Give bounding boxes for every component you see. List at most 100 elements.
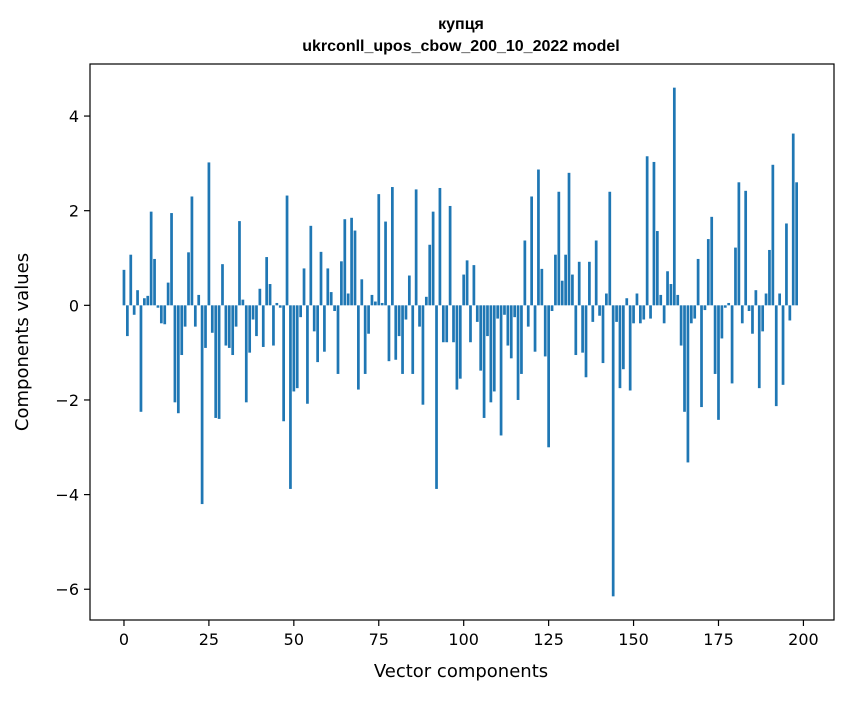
bar xyxy=(176,305,180,414)
bar xyxy=(652,161,656,306)
bar xyxy=(720,305,724,339)
bar xyxy=(367,305,370,334)
bar xyxy=(153,258,156,306)
bar xyxy=(520,305,523,374)
bar xyxy=(761,305,765,332)
bar xyxy=(537,169,540,306)
bar xyxy=(204,305,207,348)
bar xyxy=(207,162,211,306)
bar xyxy=(567,172,571,306)
bar xyxy=(122,269,126,306)
bar xyxy=(625,298,629,306)
bar xyxy=(703,305,707,311)
bar xyxy=(591,305,595,322)
x-axis-ticks: 0 25 50 75 100 125 150 175 200 xyxy=(119,620,819,649)
bar xyxy=(333,305,336,312)
bar xyxy=(329,292,333,306)
bar xyxy=(628,305,632,391)
bar xyxy=(387,305,391,362)
bar xyxy=(649,305,652,319)
bar xyxy=(238,221,241,306)
y-tick-label: 4 xyxy=(69,107,79,126)
bar xyxy=(598,305,601,316)
bar xyxy=(458,305,462,379)
bar xyxy=(428,244,432,306)
bar xyxy=(622,305,625,370)
bar xyxy=(452,305,455,343)
bar xyxy=(509,305,513,359)
bar xyxy=(190,196,194,306)
bar xyxy=(666,271,669,306)
bar xyxy=(326,268,330,306)
bar xyxy=(282,305,285,422)
bar xyxy=(350,217,353,306)
bar xyxy=(129,254,133,306)
y-tick-label: 0 xyxy=(69,296,79,315)
bar xyxy=(686,305,690,463)
bar xyxy=(588,261,591,306)
bar xyxy=(200,305,204,505)
bar xyxy=(496,305,500,319)
y-tick-label: 2 xyxy=(69,202,79,221)
bar xyxy=(734,247,737,306)
x-tick-label: 25 xyxy=(199,630,219,649)
bar xyxy=(455,305,459,390)
bar xyxy=(380,302,384,306)
bar xyxy=(261,305,265,347)
bar xyxy=(571,274,574,306)
bar xyxy=(173,305,177,403)
bar xyxy=(448,205,452,306)
bar xyxy=(560,280,564,306)
bar xyxy=(407,275,411,306)
bar xyxy=(710,216,714,306)
bar xyxy=(717,305,720,420)
bar xyxy=(594,240,598,306)
bar xyxy=(343,219,347,306)
bar xyxy=(438,187,442,306)
bar xyxy=(662,305,666,324)
bar xyxy=(309,225,313,306)
bar xyxy=(346,293,350,306)
bar xyxy=(506,305,510,346)
bar xyxy=(540,268,544,306)
bar xyxy=(785,223,788,306)
x-tick-label: 50 xyxy=(284,630,304,649)
bar xyxy=(584,305,588,378)
bar xyxy=(227,305,231,348)
bar xyxy=(445,305,449,343)
x-tick-label: 75 xyxy=(369,630,389,649)
bar xyxy=(139,305,143,412)
x-tick-label: 150 xyxy=(618,630,649,649)
bar xyxy=(336,305,340,374)
bar xyxy=(292,305,296,392)
bar xyxy=(642,305,646,320)
bar xyxy=(700,305,703,408)
chart-subtitle: ukrconll_upos_cbow_200_10_2022 model xyxy=(302,38,619,55)
bar xyxy=(482,305,486,418)
bar xyxy=(404,305,408,320)
bar xyxy=(421,305,425,405)
bar xyxy=(221,264,224,306)
bar xyxy=(340,261,343,306)
bar xyxy=(523,240,527,306)
bar xyxy=(143,298,146,306)
bar xyxy=(401,305,404,374)
bar xyxy=(231,305,235,356)
bar xyxy=(214,305,218,418)
bar xyxy=(316,305,319,363)
bar xyxy=(370,294,374,306)
bar xyxy=(278,305,282,308)
bar xyxy=(577,261,581,306)
bar xyxy=(747,305,751,312)
bar xyxy=(669,284,673,306)
bar xyxy=(414,189,418,306)
bar xyxy=(472,265,476,306)
bar xyxy=(574,305,578,356)
bar xyxy=(683,305,686,412)
bar xyxy=(795,182,798,306)
bar xyxy=(377,194,381,306)
bar xyxy=(299,305,302,318)
y-tick-label: −4 xyxy=(55,486,79,505)
bar xyxy=(312,305,316,332)
